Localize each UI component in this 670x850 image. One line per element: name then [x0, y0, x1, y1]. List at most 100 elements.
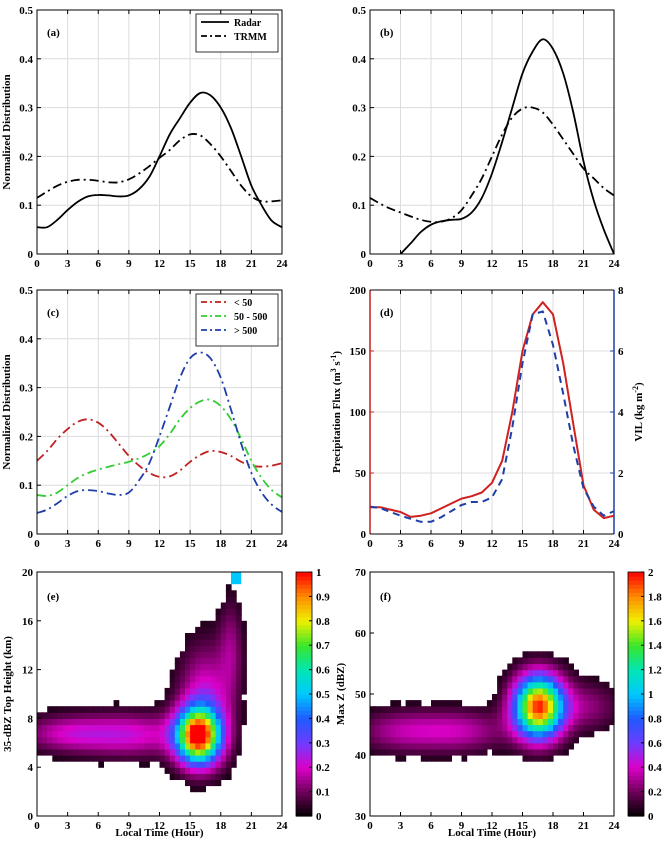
heatmap-cell: [451, 712, 457, 719]
heatmap-cell: [210, 755, 217, 762]
heatmap-cell: [390, 700, 396, 707]
heatmap-cell: [108, 730, 115, 738]
heatmap-cell: [558, 663, 564, 671]
heatmap-cell: [98, 748, 104, 756]
x-tick-label: 21: [246, 820, 257, 832]
heatmap-cell: [169, 675, 176, 683]
heatmap-cell: [174, 755, 181, 762]
heatmap-cell: [200, 761, 206, 768]
heatmap-cell: [190, 773, 196, 780]
y-tick-label: 0.2: [19, 151, 33, 163]
colorbar-segment: [628, 604, 644, 610]
heatmap-cell: [466, 730, 473, 738]
heatmap-cell: [527, 694, 534, 701]
heatmap-cell: [370, 742, 376, 750]
heatmap-cell: [466, 712, 473, 719]
colorbar-segment: [296, 637, 312, 642]
heatmap-cell: [476, 736, 483, 744]
heatmap-cell: [215, 755, 222, 762]
heatmap-cell: [47, 718, 53, 726]
heatmap-cell: [563, 730, 569, 738]
heatmap-cell: [179, 730, 186, 738]
heatmap-cell: [57, 706, 64, 713]
heatmap-cell: [532, 736, 539, 744]
colorbar-tick-label: 0.3: [316, 738, 330, 750]
heatmap-cell: [42, 712, 48, 719]
heatmap-cell: [205, 761, 212, 768]
plot-frame: [36, 289, 283, 535]
heatmap-cell: [542, 736, 549, 744]
heatmap-cell: [410, 700, 417, 707]
heatmap-cell: [512, 736, 518, 744]
heatmap-cell: [532, 663, 539, 671]
heatmap-cell: [481, 730, 488, 738]
heatmap-cell: [205, 767, 212, 774]
heatmap-cell: [486, 730, 493, 738]
heatmap-cell: [220, 748, 227, 756]
colorbar-segment: [296, 685, 312, 691]
colorbar-tick-label: 0.9: [316, 591, 330, 603]
heatmap-cell: [547, 730, 554, 738]
heatmap-cell: [390, 742, 396, 750]
colorbar-segment: [628, 803, 644, 809]
heatmap-cell: [169, 773, 176, 780]
heatmap-cell: [67, 755, 74, 762]
heatmap-cell: [512, 742, 518, 750]
heatmap-cell: [52, 742, 58, 750]
heatmap-cell: [57, 712, 64, 719]
heatmap-cell: [492, 712, 498, 719]
x-tick-label: 18: [548, 258, 560, 270]
heatmap-cell: [608, 700, 615, 707]
heatmap-cell: [210, 645, 217, 652]
heatmap-cell: [77, 706, 84, 713]
heatmap-cell: [174, 675, 181, 683]
heatmap-cell: [190, 700, 196, 707]
y-tick-label: 8: [618, 285, 624, 297]
heatmap-cell: [128, 748, 135, 756]
heatmap-cell: [215, 712, 222, 719]
heatmap-cell: [420, 724, 427, 732]
heatmap-cell: [215, 694, 222, 701]
heatmap-cell: [563, 718, 569, 726]
heatmap-cell: [456, 748, 463, 756]
heatmap-cell: [67, 724, 74, 732]
heatmap-cell: [492, 724, 498, 732]
heatmap-cell: [144, 724, 150, 732]
colorbar-segment: [628, 641, 644, 646]
heatmap-cell: [210, 633, 217, 640]
heatmap-cell: [446, 742, 452, 750]
heatmap-cell: [62, 724, 69, 732]
heatmap-cell: [380, 742, 386, 750]
heatmap-cell: [179, 694, 186, 701]
heatmap-cell: [205, 736, 212, 744]
heatmap-cell: [390, 730, 396, 738]
heatmap-cell: [512, 687, 518, 695]
heatmap-cell: [190, 657, 196, 665]
heatmap-cell: [425, 748, 432, 756]
heatmap-cell: [441, 724, 447, 732]
heatmap-cell: [441, 742, 447, 750]
heatmap-cell: [542, 755, 549, 762]
heatmap-cell: [190, 724, 196, 732]
heatmap-cell: [395, 712, 402, 719]
heatmap-cell: [169, 718, 176, 726]
heatmap-cell: [42, 724, 48, 732]
heatmap-cell: [47, 706, 53, 713]
heatmap-cell: [210, 620, 217, 628]
heatmap-cell: [123, 718, 130, 726]
heatmap-cell: [537, 657, 544, 665]
colorbar-segment: [628, 649, 644, 654]
colorbar-segment: [296, 628, 312, 634]
heatmap-cell: [236, 748, 242, 756]
heatmap-cell: [144, 712, 150, 719]
heatmap-cell: [205, 694, 212, 701]
heatmap-cell: [241, 687, 247, 695]
heatmap-cell: [37, 718, 43, 726]
heatmap-cell: [37, 736, 43, 744]
heatmap-cell: [215, 675, 222, 683]
heatmap-cell: [93, 718, 99, 726]
heatmap-cell: [537, 755, 544, 762]
heatmap-cell: [149, 748, 155, 756]
heatmap-cell: [231, 687, 237, 695]
colorbar-segment: [296, 706, 312, 711]
